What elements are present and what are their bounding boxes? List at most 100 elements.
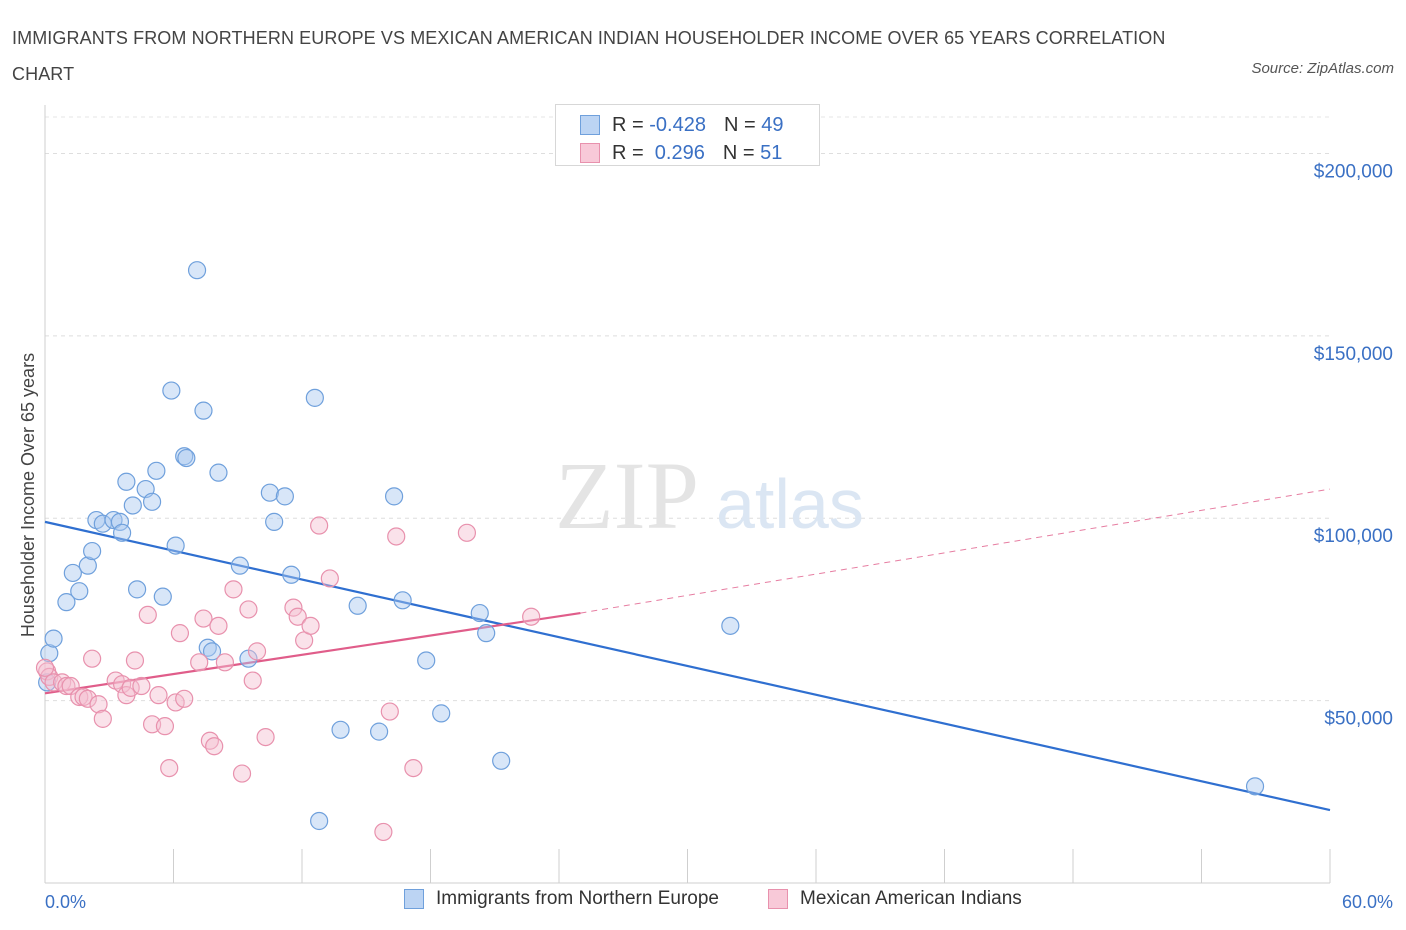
legend-item-mexican-american-indians: Mexican American Indians [768, 888, 1022, 910]
point-northern-europe [110, 512, 130, 531]
point-mexican-american-indians [57, 676, 76, 696]
point-mexican-american-indians [194, 609, 213, 628]
legend-n-value: 49 [761, 113, 784, 136]
point-northern-europe [721, 616, 740, 635]
legend-n-label: N = [723, 113, 762, 136]
legend-row-blue: R = -0.428 N = 49 [580, 111, 783, 139]
point-mexican-american-indians [522, 607, 541, 626]
legend-r-label: R = [612, 113, 650, 136]
point-northern-europe [305, 388, 324, 407]
point-mexican-american-indians [404, 758, 423, 778]
point-northern-europe [123, 496, 142, 515]
x-tick-label: 60.0% [1342, 892, 1393, 912]
point-northern-europe [417, 651, 436, 670]
point-mexican-american-indians [247, 642, 267, 661]
y-tick-label: $150,000 [1314, 344, 1393, 365]
point-northern-europe [282, 565, 301, 584]
point-mexican-american-indians [93, 709, 112, 728]
legend-swatch-pink [580, 143, 600, 163]
point-mexican-american-indians [35, 658, 55, 677]
point-mexican-american-indians [320, 569, 339, 588]
series-points [35, 261, 1265, 842]
legend-swatch-blue [580, 115, 600, 135]
trend-line-mexican-american-indians-extension [580, 488, 1331, 614]
point-northern-europe [470, 603, 489, 623]
point-northern-europe [112, 523, 132, 542]
x-tick-label: 0.0% [45, 892, 86, 912]
point-northern-europe [177, 448, 196, 468]
legend-row-pink: R = 0.296 N = 51 [580, 139, 782, 167]
point-mexican-american-indians [138, 605, 157, 625]
point-northern-europe [477, 624, 496, 643]
point-northern-europe [142, 492, 162, 511]
point-mexican-american-indians [149, 686, 168, 705]
x-tick-labels: 0.0% 60.0% [45, 892, 1393, 912]
point-northern-europe [230, 556, 249, 575]
legend-r-label: R = [612, 141, 650, 164]
point-northern-europe [153, 587, 172, 606]
point-mexican-american-indians [170, 624, 190, 643]
point-northern-europe [432, 704, 451, 723]
point-northern-europe [492, 751, 511, 770]
point-northern-europe [265, 512, 284, 531]
point-mexican-american-indians [190, 653, 209, 672]
y-tick-label: $100,000 [1314, 526, 1393, 547]
point-northern-europe [310, 811, 329, 831]
legend-n-value: 51 [760, 141, 783, 164]
point-mexican-american-indians [224, 580, 243, 599]
point-mexican-american-indians [301, 616, 320, 635]
point-mexican-american-indians [83, 649, 102, 668]
point-northern-europe [202, 642, 222, 661]
point-northern-europe [370, 722, 389, 741]
legend-item-northern-europe: Immigrants from Northern Europe [404, 888, 719, 910]
point-northern-europe [40, 644, 59, 663]
point-northern-europe [348, 596, 367, 615]
point-mexican-american-indians [243, 671, 262, 690]
chart-title: IMMIGRANTS FROM NORTHERN EUROPE VS MEXIC… [12, 28, 1166, 84]
point-northern-europe [104, 510, 123, 530]
y-tick-label: $50,000 [1324, 709, 1393, 730]
point-northern-europe [393, 591, 412, 610]
grid-lines [45, 116, 1330, 702]
point-mexican-american-indians [288, 607, 307, 626]
point-mexican-american-indians [175, 689, 194, 708]
point-northern-europe [78, 556, 97, 575]
point-northern-europe [83, 541, 102, 561]
point-northern-europe [57, 593, 76, 612]
point-mexican-american-indians [160, 758, 179, 778]
trend-line-northern-europe [44, 520, 1331, 812]
point-mexican-american-indians [310, 516, 329, 535]
point-northern-europe [331, 720, 350, 739]
watermark-atlas: atlas [716, 465, 864, 543]
point-mexican-american-indians [125, 651, 145, 670]
point-northern-europe [127, 580, 147, 599]
point-northern-europe [44, 629, 63, 648]
point-mexican-american-indians [374, 822, 393, 842]
point-mexican-american-indians [155, 717, 175, 736]
legend-r-value: 0.296 [649, 141, 705, 164]
point-mexican-american-indians [457, 523, 477, 542]
legend-n-label: N = [722, 141, 761, 164]
legend-swatch-blue [404, 889, 424, 909]
point-mexican-american-indians [380, 702, 399, 721]
point-mexican-american-indians [209, 616, 228, 635]
point-northern-europe [384, 487, 404, 506]
y-tick-label: $200,000 [1314, 161, 1393, 182]
point-mexican-american-indians [89, 695, 108, 714]
point-mexican-american-indians [256, 727, 275, 747]
legend-label: Mexican American Indians [800, 888, 1022, 909]
axes [44, 105, 1331, 884]
legend-swatch-pink [768, 889, 788, 909]
legend-label: Immigrants from Northern Europe [436, 888, 719, 909]
source-credit: Source: ZipAtlas.com [1251, 60, 1394, 77]
point-northern-europe [147, 461, 166, 480]
y-axis-label: Householder Income Over 65 years [18, 353, 38, 637]
point-northern-europe [117, 472, 136, 491]
point-mexican-american-indians [132, 676, 151, 696]
point-northern-europe [63, 563, 82, 583]
watermark-zip: ZIP [555, 442, 699, 549]
point-northern-europe [194, 401, 213, 420]
legend-r-value: -0.428 [649, 113, 706, 136]
point-mexican-american-indians [239, 600, 258, 619]
